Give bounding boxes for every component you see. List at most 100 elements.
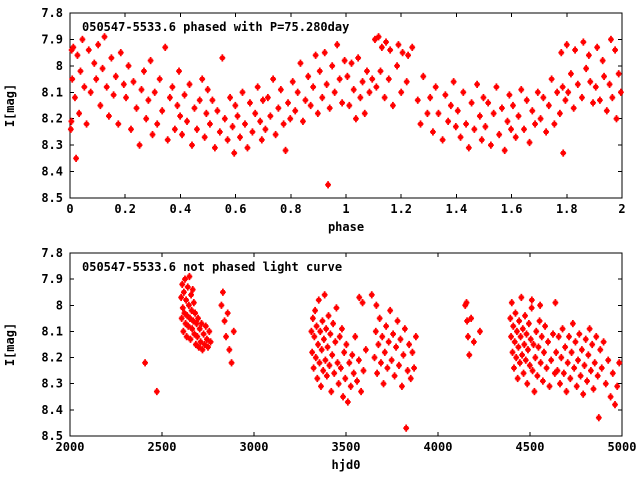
x-tick-label: 3500	[332, 440, 361, 454]
data-point	[333, 304, 340, 312]
data-point	[413, 333, 419, 341]
data-point	[520, 369, 527, 377]
data-point	[314, 109, 321, 118]
data-point	[465, 144, 472, 152]
data-point	[321, 49, 328, 57]
data-point	[359, 299, 366, 307]
data-point	[348, 59, 355, 67]
data-point	[488, 141, 494, 149]
data-point	[350, 369, 357, 377]
data-point	[430, 128, 436, 136]
data-point	[147, 56, 154, 65]
data-point	[305, 72, 312, 81]
data-point	[339, 99, 346, 107]
data-point	[220, 288, 226, 296]
data-point	[200, 330, 207, 338]
data-point	[558, 49, 565, 57]
data-point	[568, 348, 575, 356]
data-point	[156, 75, 163, 83]
data-point	[485, 99, 492, 107]
y-axis-label: I[mag]	[3, 84, 17, 127]
data-point	[218, 301, 225, 309]
data-point	[566, 333, 572, 341]
data-point	[206, 327, 213, 336]
data-point	[312, 51, 319, 59]
data-point	[287, 115, 294, 123]
data-point	[93, 75, 100, 83]
data-point	[191, 104, 198, 112]
data-point	[567, 374, 574, 383]
data-point	[249, 128, 256, 136]
data-point	[141, 67, 147, 75]
data-point	[510, 101, 516, 110]
data-point	[507, 314, 514, 322]
y-tick-label: 8.5	[41, 191, 63, 205]
data-point	[511, 364, 517, 372]
data-point	[533, 327, 540, 336]
data-point	[347, 382, 354, 390]
data-point	[480, 93, 487, 102]
data-point	[501, 146, 508, 155]
data-point	[391, 372, 398, 380]
data-point	[560, 149, 567, 157]
data-point	[550, 330, 556, 338]
data-point	[568, 70, 574, 78]
y-tick-label: 8.3	[41, 138, 63, 152]
data-point	[543, 128, 549, 136]
x-tick-label: 5000	[608, 440, 637, 454]
data-point	[311, 333, 318, 341]
data-point	[310, 83, 317, 91]
data-point	[490, 109, 497, 118]
data-point	[350, 86, 357, 94]
data-point	[387, 306, 394, 315]
data-point	[254, 83, 261, 91]
data-point	[318, 346, 325, 354]
data-point	[609, 93, 616, 102]
data-point	[587, 78, 594, 86]
data-point	[583, 64, 590, 73]
data-point	[130, 78, 137, 86]
data-point	[324, 343, 331, 351]
y-axis-label: I[mag]	[3, 323, 17, 366]
data-point	[603, 107, 610, 115]
data-point	[396, 361, 402, 370]
data-point	[613, 115, 620, 123]
data-point	[313, 322, 320, 330]
data-point	[101, 33, 108, 41]
data-point	[204, 86, 211, 94]
data-point	[518, 86, 525, 94]
data-point	[177, 112, 184, 120]
y-tick-label: 8.2	[41, 351, 63, 365]
data-point	[280, 120, 287, 128]
data-point	[315, 296, 322, 304]
data-point	[368, 291, 375, 299]
data-point	[277, 86, 284, 94]
data-point	[67, 125, 74, 133]
data-point	[221, 115, 228, 123]
data-point	[355, 356, 362, 364]
data-point	[609, 369, 616, 377]
data-point	[516, 317, 523, 325]
data-point	[282, 146, 289, 155]
data-point	[403, 424, 410, 432]
data-point	[595, 414, 602, 422]
data-point	[593, 333, 600, 341]
data-point	[516, 359, 523, 367]
y-tick-label: 7.8	[41, 246, 63, 260]
data-point	[267, 112, 274, 120]
data-point	[504, 117, 511, 125]
x-axis-label: phase	[328, 220, 364, 234]
data-point	[390, 101, 396, 110]
x-tick-label: 1.6	[501, 202, 523, 216]
data-point	[320, 367, 327, 375]
data-point	[553, 348, 560, 356]
data-point	[571, 364, 578, 372]
data-point	[579, 93, 585, 102]
data-point	[383, 322, 390, 330]
data-point	[465, 333, 471, 341]
data-point	[569, 319, 576, 328]
data-point	[539, 377, 546, 385]
y-tick-label: 8	[56, 298, 63, 312]
data-point	[563, 41, 570, 49]
y-tick-label: 8.3	[41, 377, 63, 391]
